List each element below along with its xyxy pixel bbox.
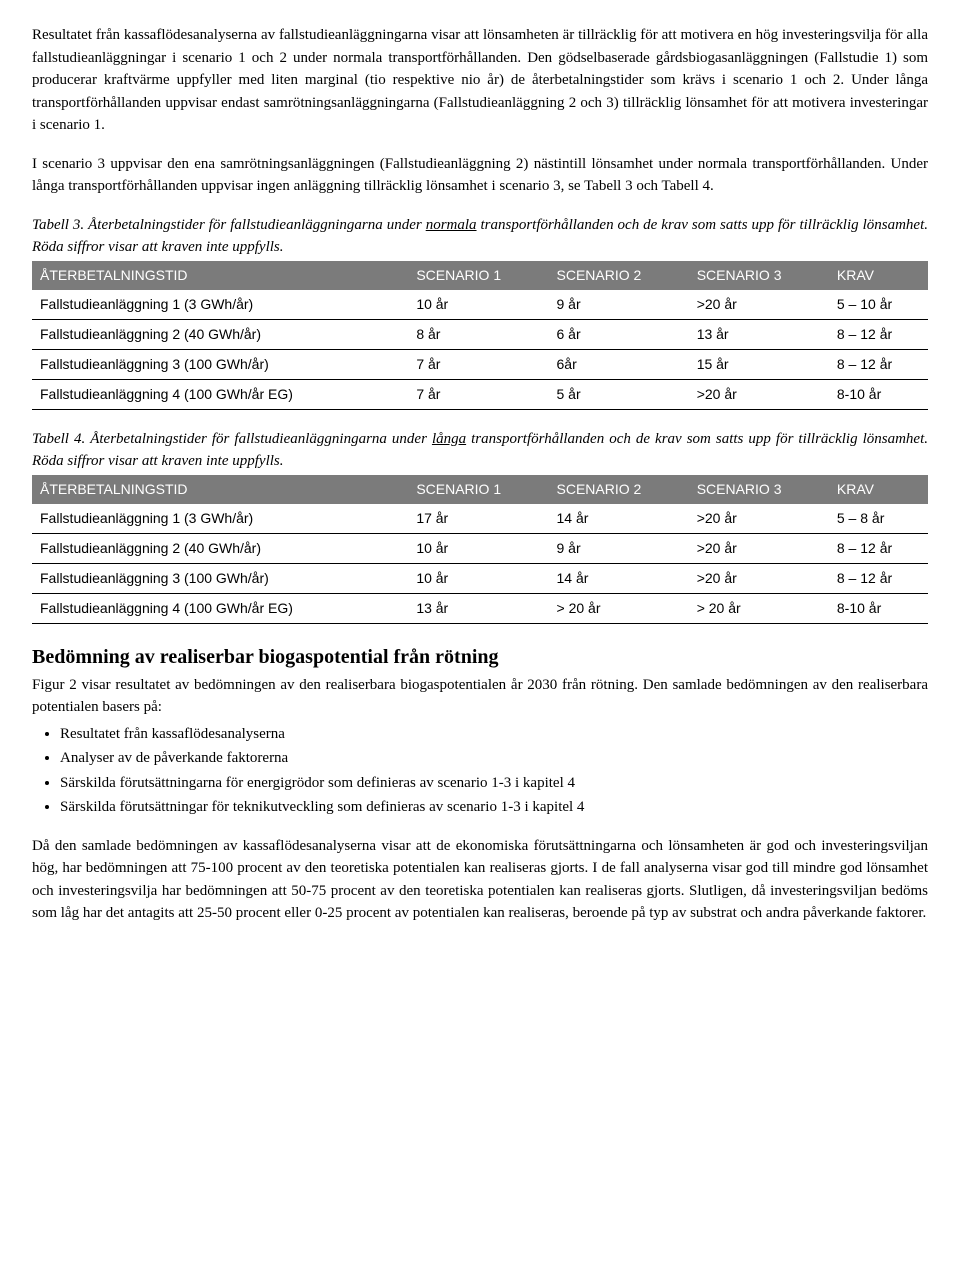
bullet-list: Resultatet från kassaflödesanalysernaAna…: [32, 723, 928, 819]
table-row: Fallstudieanläggning 3 (100 GWh/år)7 år6…: [32, 349, 928, 379]
paragraph-3: Figur 2 visar resultatet av bedömningen …: [32, 674, 928, 719]
table-cell: 6år: [549, 349, 689, 379]
table-cell: > 20 år: [549, 593, 689, 623]
table-row: Fallstudieanläggning 1 (3 GWh/år)10 år9 …: [32, 290, 928, 320]
table-cell: 5 – 10 år: [829, 290, 928, 320]
table-row: Fallstudieanläggning 4 (100 GWh/år EG)7 …: [32, 379, 928, 409]
table-cell: 10 år: [408, 290, 548, 320]
table-cell: Fallstudieanläggning 4 (100 GWh/år EG): [32, 379, 408, 409]
table-cell: Fallstudieanläggning 3 (100 GWh/år): [32, 349, 408, 379]
table-cell: >20 år: [689, 379, 829, 409]
table3-caption-prefix: Tabell 3. Återbetalningstider för fallst…: [32, 217, 426, 233]
table4: ÅTERBETALNINGSTID SCENARIO 1 SCENARIO 2 …: [32, 475, 928, 624]
table-cell: Fallstudieanläggning 2 (40 GWh/år): [32, 319, 408, 349]
table4-caption-prefix: Tabell 4. Återbetalningstider för fallst…: [32, 431, 432, 447]
table-cell: >20 år: [689, 563, 829, 593]
table-cell: 5 – 8 år: [829, 504, 928, 534]
table3: ÅTERBETALNINGSTID SCENARIO 1 SCENARIO 2 …: [32, 261, 928, 410]
table3-header-4: KRAV: [829, 261, 928, 290]
table-cell: Fallstudieanläggning 3 (100 GWh/år): [32, 563, 408, 593]
paragraph-2: I scenario 3 uppvisar den ena samrötning…: [32, 153, 928, 198]
paragraph-1: Resultatet från kassaflödesanalyserna av…: [32, 24, 928, 137]
table-cell: >20 år: [689, 504, 829, 534]
table-cell: 14 år: [549, 563, 689, 593]
table-cell: 8 år: [408, 319, 548, 349]
paragraph-4: Då den samlade bedömningen av kassaflöde…: [32, 835, 928, 925]
table-cell: Fallstudieanläggning 1 (3 GWh/år): [32, 504, 408, 534]
table-cell: > 20 år: [689, 593, 829, 623]
table3-header-0: ÅTERBETALNINGSTID: [32, 261, 408, 290]
table-cell: 9 år: [549, 290, 689, 320]
table-cell: 8 – 12 år: [829, 319, 928, 349]
table-row: Fallstudieanläggning 2 (40 GWh/år)10 år9…: [32, 533, 928, 563]
table-cell: 8 – 12 år: [829, 563, 928, 593]
table-row: Fallstudieanläggning 3 (100 GWh/år)10 år…: [32, 563, 928, 593]
table3-body: Fallstudieanläggning 1 (3 GWh/år)10 år9 …: [32, 290, 928, 410]
table-cell: 8-10 år: [829, 379, 928, 409]
table-cell: 17 år: [408, 504, 548, 534]
table-cell: 15 år: [689, 349, 829, 379]
table-cell: >20 år: [689, 533, 829, 563]
table3-caption-underline: normala: [426, 217, 477, 233]
table3-header-3: SCENARIO 3: [689, 261, 829, 290]
table-cell: 5 år: [549, 379, 689, 409]
table3-caption: Tabell 3. Återbetalningstider för fallst…: [32, 214, 928, 259]
table4-caption: Tabell 4. Återbetalningstider för fallst…: [32, 428, 928, 473]
table4-header-1: SCENARIO 1: [408, 475, 548, 504]
table-cell: 13 år: [408, 593, 548, 623]
table-cell: 8 – 12 år: [829, 349, 928, 379]
table4-caption-underline: långa: [432, 431, 466, 447]
table-cell: 6 år: [549, 319, 689, 349]
list-item: Särskilda förutsättningarna för energigr…: [60, 772, 928, 795]
table-cell: 8 – 12 år: [829, 533, 928, 563]
table-row: Fallstudieanläggning 2 (40 GWh/år)8 år6 …: [32, 319, 928, 349]
table-cell: 7 år: [408, 349, 548, 379]
table-row: Fallstudieanläggning 4 (100 GWh/år EG)13…: [32, 593, 928, 623]
table3-header-1: SCENARIO 1: [408, 261, 548, 290]
table-cell: Fallstudieanläggning 2 (40 GWh/år): [32, 533, 408, 563]
table-cell: 14 år: [549, 504, 689, 534]
table-cell: 9 år: [549, 533, 689, 563]
table-row: Fallstudieanläggning 1 (3 GWh/år)17 år14…: [32, 504, 928, 534]
table-cell: Fallstudieanläggning 4 (100 GWh/år EG): [32, 593, 408, 623]
table-cell: 8-10 år: [829, 593, 928, 623]
table-cell: 7 år: [408, 379, 548, 409]
table3-header-2: SCENARIO 2: [549, 261, 689, 290]
table4-header-0: ÅTERBETALNINGSTID: [32, 475, 408, 504]
list-item: Analyser av de påverkande faktorerna: [60, 747, 928, 770]
table-cell: 10 år: [408, 533, 548, 563]
table4-header-3: SCENARIO 3: [689, 475, 829, 504]
list-item: Resultatet från kassaflödesanalyserna: [60, 723, 928, 746]
table4-header-2: SCENARIO 2: [549, 475, 689, 504]
table-cell: >20 år: [689, 290, 829, 320]
list-item: Särskilda förutsättningar för teknikutve…: [60, 796, 928, 819]
table4-body: Fallstudieanläggning 1 (3 GWh/år)17 år14…: [32, 504, 928, 624]
table-cell: 10 år: [408, 563, 548, 593]
table-cell: Fallstudieanläggning 1 (3 GWh/år): [32, 290, 408, 320]
table4-header-4: KRAV: [829, 475, 928, 504]
table-cell: 13 år: [689, 319, 829, 349]
section-heading: Bedömning av realiserbar biogaspotential…: [32, 642, 928, 672]
